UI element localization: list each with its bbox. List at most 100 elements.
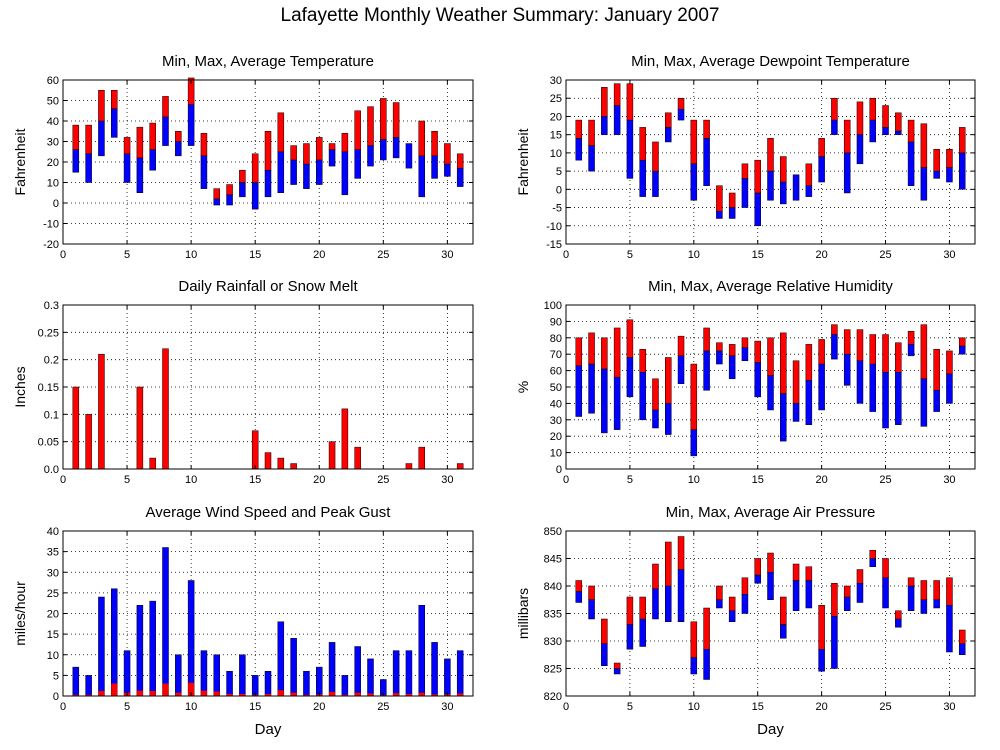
bar-avg-to-max	[601, 87, 608, 117]
bar-min-to-avg	[920, 378, 928, 427]
bar-min-to-avg	[780, 624, 787, 639]
chart-rainfall: Daily Rainfall or Snow Melt 0.0 0.05 0.1 0.1…	[12, 278, 474, 486]
bar-avg-to-max	[136, 126, 144, 159]
x-tick-label: 20	[816, 249, 828, 261]
bar-rainfall	[85, 414, 92, 470]
bar-min-to-avg	[946, 167, 953, 183]
x-tick-label: 5	[124, 701, 130, 713]
bar-min-to-avg	[652, 588, 659, 620]
bar-min-to-avg	[907, 585, 915, 611]
bar-min-to-avg	[626, 357, 634, 398]
bar-avg-to-max	[575, 580, 583, 592]
bar-avg-to-max	[652, 378, 659, 411]
bar-rainfall	[149, 457, 156, 470]
bar-avg-to-max	[933, 148, 940, 172]
bar-peak-gust	[213, 654, 220, 697]
x-tick-label: 30	[943, 701, 955, 713]
bar-min-to-avg	[933, 390, 940, 412]
bar-min-to-avg	[690, 429, 698, 457]
bar-min-to-avg	[792, 580, 800, 611]
bar-avg-to-max	[290, 145, 297, 161]
bar-peak-gust	[328, 642, 336, 697]
x-tick-label: 15	[752, 474, 764, 486]
bar-avg-to-max	[767, 337, 774, 376]
bar-min-to-avg	[149, 149, 156, 171]
bar-avg-to-max	[805, 163, 813, 186]
x-tick-label: 30	[441, 249, 453, 261]
chart-title: Min, Max, Average Temperature	[162, 53, 374, 70]
bar-min-to-avg	[869, 119, 876, 143]
bar-min-to-avg	[290, 159, 297, 185]
bar-avg-to-max	[792, 360, 800, 404]
bar-peak-gust	[187, 580, 195, 697]
y-tick-label: 5	[556, 166, 562, 178]
bar-min-to-avg	[805, 580, 813, 609]
bar-peak-gust	[277, 621, 285, 697]
bar-avg-to-max	[588, 119, 595, 146]
bar-min-to-avg	[444, 163, 451, 177]
x-tick-label: 30	[441, 474, 453, 486]
bar-min-to-avg	[741, 594, 749, 614]
bar-rainfall	[136, 386, 144, 470]
y-tick-label: 30	[550, 75, 562, 87]
bar-min-to-avg	[728, 355, 736, 380]
bar-avg-to-max	[895, 112, 902, 132]
bar-min-to-avg	[818, 156, 825, 183]
y-tick-label: 825	[544, 664, 562, 676]
bar-min-to-avg	[920, 167, 928, 201]
bar-avg-to-max	[703, 607, 710, 650]
bar-min-to-avg	[601, 643, 608, 666]
x-tick-label: 0	[60, 474, 66, 486]
bar-min-to-avg	[575, 138, 583, 161]
bar-rainfall	[98, 353, 105, 470]
y-tick-label: 80	[550, 333, 562, 345]
bar-avg-to-max	[703, 327, 710, 352]
bar-avg-to-max	[805, 344, 813, 381]
bar-average-wind	[329, 691, 336, 696]
x-tick-label: 10	[185, 701, 197, 713]
bar-avg-to-max	[98, 90, 105, 122]
x-tick-label: 15	[752, 249, 764, 261]
bar-rainfall	[341, 408, 349, 470]
bar-min-to-avg	[741, 178, 749, 208]
bar-avg-to-max	[588, 585, 595, 600]
y-tick-label: 15	[550, 130, 562, 142]
x-tick-label: 10	[688, 474, 700, 486]
bar-average-wind	[303, 694, 310, 696]
y-tick-label: 25	[550, 93, 562, 105]
bar-avg-to-max	[239, 169, 246, 183]
chart-dewpoint: Min, Max, Average Dewpoint Temperature -1…	[515, 53, 976, 261]
bar-avg-to-max	[601, 618, 608, 644]
x-tick-label: 25	[879, 474, 891, 486]
bar-avg-to-max	[907, 119, 915, 143]
bar-avg-to-max	[741, 337, 749, 348]
bar-min-to-avg	[907, 344, 915, 357]
bar-average-wind	[85, 694, 92, 696]
bar-average-wind	[367, 693, 374, 696]
bar-average-wind	[162, 683, 169, 696]
bar-avg-to-max	[367, 106, 374, 146]
bar-average-wind	[200, 690, 207, 696]
bar-min-to-avg	[72, 149, 80, 173]
bar-peak-gust	[418, 605, 425, 697]
x-axis-label: Day	[757, 721, 784, 738]
x-tick-label: 15	[249, 474, 261, 486]
bar-avg-to-max	[175, 131, 182, 142]
bar-avg-to-max	[690, 119, 698, 165]
x-tick-label: 0	[563, 249, 569, 261]
x-tick-label: 10	[185, 249, 197, 261]
y-tick-label: 10	[47, 650, 59, 662]
bar-min-to-avg	[575, 365, 583, 417]
bar-avg-to-max	[869, 550, 876, 559]
bar-avg-to-max	[933, 349, 940, 391]
bar-avg-to-max	[907, 330, 915, 345]
y-tick-label: 0	[53, 198, 59, 210]
x-tick-label: 30	[943, 474, 955, 486]
bar-average-wind	[213, 691, 220, 696]
bar-avg-to-max	[703, 119, 710, 139]
bar-min-to-avg	[418, 155, 425, 198]
bar-min-to-avg	[613, 105, 621, 135]
y-tick-label: 40	[47, 526, 59, 538]
y-tick-label: 30	[47, 137, 59, 149]
bar-min-to-avg	[767, 375, 774, 411]
